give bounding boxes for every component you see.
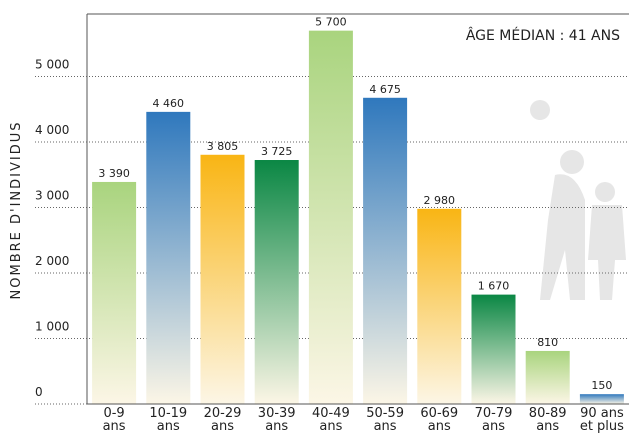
bar [525, 350, 570, 404]
bar [146, 111, 191, 405]
x-tick-label: 50-59 ans [366, 406, 404, 434]
bar [92, 181, 137, 404]
bar [200, 154, 245, 404]
y-tick-label: 4 000 [35, 123, 69, 137]
x-tick-label: 80-89 ans [528, 406, 567, 434]
x-tick-label: 0-9 ans [102, 406, 126, 434]
y-tick-label: 1 000 [35, 320, 69, 334]
value-label: 4 675 [369, 83, 401, 96]
value-label: 3 390 [98, 167, 130, 180]
y-tick-label: 2 000 [35, 254, 69, 268]
x-tick-label: 40-49 ans [312, 406, 350, 434]
x-tick-label: 10-19 ans [149, 406, 188, 434]
x-tick-label: 60-69 ans [420, 406, 459, 434]
bar [579, 394, 624, 404]
y-axis-title: NOMBRE D'INDIVIDUS [9, 121, 24, 300]
value-label: 3 725 [261, 145, 293, 158]
bar [417, 208, 462, 404]
x-tick-label: 20-29 ans [203, 406, 242, 434]
annotation: ÂGE MÉDIAN : 41 ANS [466, 26, 620, 44]
value-label: 3 805 [207, 140, 239, 153]
value-label: 810 [537, 336, 558, 349]
bar [471, 294, 516, 404]
value-label: 2 980 [424, 194, 456, 207]
value-label: 5 700 [315, 16, 347, 29]
y-tick-label: 5 000 [35, 58, 69, 72]
x-tick-label: 70-79 ans [474, 406, 513, 434]
x-tick-label: 30-39 ans [257, 406, 296, 434]
bar [363, 97, 408, 404]
bar [254, 160, 299, 404]
y-tick-label: 3 000 [35, 189, 69, 203]
y-tick-label: 0 [35, 385, 43, 399]
value-label: 1 670 [478, 280, 510, 293]
value-label: 150 [591, 379, 612, 392]
value-label: 4 460 [153, 97, 185, 110]
bar [308, 30, 353, 405]
x-tick-label: 90 ans et plus [579, 406, 624, 434]
silhouettes [530, 100, 626, 300]
